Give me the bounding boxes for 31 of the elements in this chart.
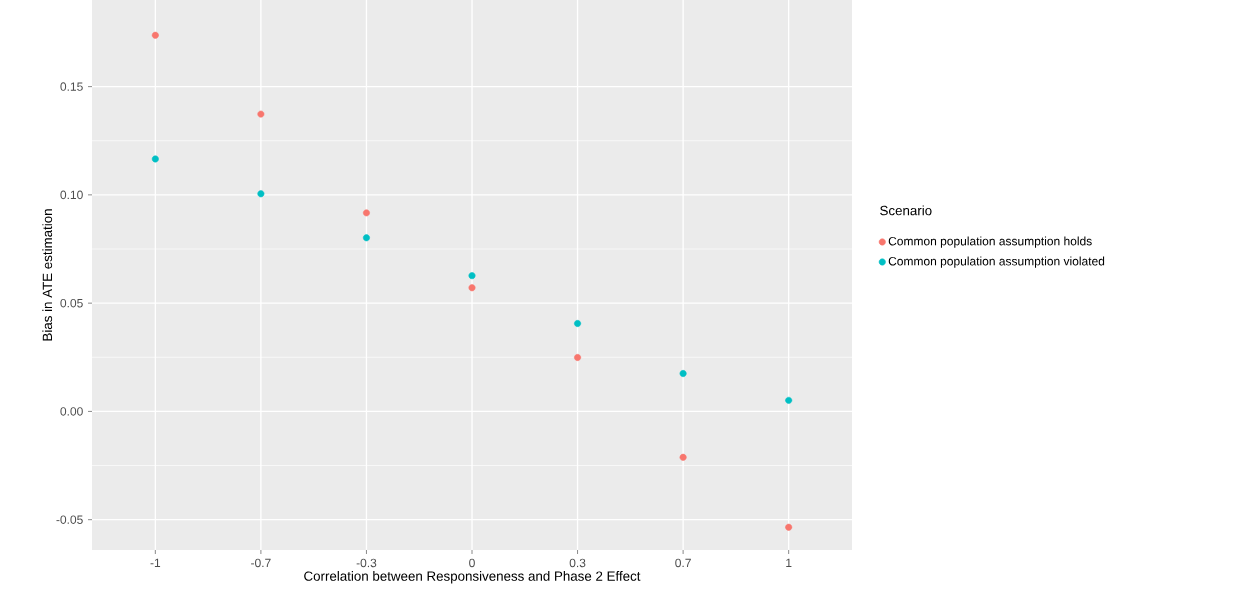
- point: [785, 396, 793, 404]
- x-tick-label: 0.3: [569, 558, 586, 568]
- point: [257, 190, 265, 198]
- legend-label: Common population assumption holds: [888, 236, 1092, 248]
- point: [151, 31, 159, 39]
- point: [362, 209, 370, 217]
- point: [679, 370, 687, 377]
- point: [362, 234, 370, 242]
- x-tick-label: -0.7: [251, 558, 271, 568]
- point: [257, 110, 265, 118]
- x-tick-label: -1: [150, 558, 161, 567]
- point: [574, 320, 582, 327]
- y-tick-label: 0.05: [60, 298, 83, 308]
- point: [574, 354, 582, 361]
- x-tick-label: -0.3: [356, 558, 377, 568]
- y-axis-title: Bias in ATE estimation: [42, 209, 53, 341]
- point: [679, 453, 687, 461]
- point: [468, 272, 476, 280]
- point: [785, 523, 793, 531]
- x-tick-label: 0: [469, 558, 475, 568]
- legend-label: Common population assumption violated: [888, 256, 1105, 268]
- point: [151, 155, 159, 163]
- x-axis-title: Correlation between Responsiveness and Phase 2 Effect: [304, 571, 641, 584]
- y-tick-label: 0.00: [60, 407, 83, 416]
- x-tick-label: 1: [786, 558, 792, 567]
- y-tick-label: -0.05: [56, 515, 83, 524]
- y-tick-label: 0.10: [60, 190, 83, 200]
- legend-title: Scenario: [880, 205, 932, 216]
- y-tick-label: 0.15: [60, 82, 83, 91]
- point: [468, 284, 476, 292]
- x-tick-label: 0.7: [675, 558, 691, 568]
